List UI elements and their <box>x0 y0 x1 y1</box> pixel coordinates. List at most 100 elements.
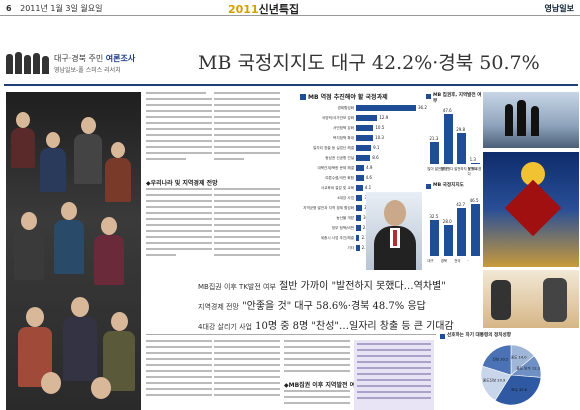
chart3-title: MB 국정지지도 <box>433 183 464 188</box>
article-bottom-col1 <box>146 340 212 410</box>
chart1-bar <box>356 225 361 231</box>
page-number: 6 <box>6 4 12 13</box>
chart1-bar <box>356 115 378 121</box>
chart1-bar <box>356 155 371 161</box>
graphic-illustration-image <box>483 152 579 267</box>
chart1-category-label: 대북관계/북한 문제 해결 <box>317 166 354 170</box>
article-col2-text <box>214 92 280 182</box>
article-col4-text <box>214 188 280 272</box>
subheadline-mb: MB집권 이후 TK발전 여부 절반 가까이 "발전하지 못했다…역차별" <box>198 281 446 292</box>
chart4-title: 선호하는 차기 대통령의 정치성향 <box>447 333 511 338</box>
chart1-value-label: 9.1 <box>373 145 380 150</box>
chart3-category-label: 전국 <box>454 259 461 263</box>
chart2-value-label: 1.3 <box>469 156 476 162</box>
section-heading-economy: ◆우리나라 및 지역경제 전망 <box>146 180 218 187</box>
chart1-bar <box>356 165 365 171</box>
chart1-value-label: 4.6 <box>365 175 372 180</box>
chart1-value-label: 8.6 <box>372 155 379 160</box>
chart1-title: MB 역점 추진해야 할 국정과제 <box>308 94 388 101</box>
chart1-category-label: 정부 정책/비판 <box>331 226 354 230</box>
chart3-value-label: 28.0 <box>442 218 452 224</box>
pie-svg: 중도 14.0 중도 보수 12.3 보수 32.6 중도진보 20.9 진보 20.2 <box>480 344 542 406</box>
chart2-category-label: 잘 모르겠다 <box>467 167 482 176</box>
subheadline-divider <box>146 334 436 335</box>
section-title: 2011신년특집 <box>228 3 300 16</box>
chart3-value-label: 42.7 <box>456 202 466 208</box>
chart1-bar <box>356 205 363 211</box>
chart1-category-label: 국방력/국가안보 강화 <box>321 116 354 120</box>
chart1-category-label: 지역균형 발전과 지역 경제 활성화 <box>303 206 354 210</box>
silhouette-people-image <box>483 92 579 148</box>
chart1-category-label: 세종시 사업 추진/해결 <box>320 236 354 240</box>
chart1-category-label: 서민정책 강화 <box>333 126 354 130</box>
headline: MB 국정지지도 대구 42.2%·경북 50.7% <box>198 52 540 74</box>
chart2-title-marker <box>426 94 431 99</box>
people-silhouettes-icon <box>4 52 52 74</box>
chart2-value-label: 29.8 <box>456 126 466 132</box>
pie-slice-label: 보수 32.6 <box>511 387 527 392</box>
chart2-bar <box>443 114 453 164</box>
article-bottom-col2 <box>214 340 280 410</box>
chart1-value-label: 12.9 <box>379 115 389 120</box>
chart1-category-label: 기타 <box>347 246 354 250</box>
subheadline-region: 지역경제 전망 "안좋을 것" 대구 58.6%·경북 48.7% 응답 <box>198 301 426 312</box>
section-heading-development: ◆MB집권 이후 지역발전 여부 <box>284 382 361 389</box>
chart1-category-label: 4대강 사업 <box>337 196 354 200</box>
pie-slice <box>480 365 512 401</box>
chart-president-preference: 선호하는 차기 대통령의 정치성향 중도 14.0 중도 보수 12.3 보수 32… <box>436 332 580 410</box>
chart3-title-marker <box>426 184 431 189</box>
chart3-bar <box>457 208 467 256</box>
chart3-value-label: 46.5 <box>469 198 479 203</box>
chart1-value-label: 4.1 <box>364 185 372 190</box>
pie-slice-label: 진보 20.2 <box>492 357 508 362</box>
chart1-title-marker <box>300 94 306 100</box>
article-col3-text <box>146 188 212 272</box>
chart-development: MB 집권후, 지역발전 여부 21.3 많이 발전했다 47.6 발전했다 29.8 발… <box>426 92 484 176</box>
chart2-bar <box>430 141 440 164</box>
chart1-value-label: 36.2 <box>418 105 427 110</box>
chart2-title: MB 집권후, 지역발전 여부 <box>433 93 482 104</box>
chart1-bar <box>356 145 372 151</box>
chart1-value-label: 10.3 <box>375 135 384 140</box>
chart2-value-label: 21.3 <box>429 135 439 141</box>
newspaper-logo: 영남일보 <box>544 4 574 13</box>
chart-approval: MB 국정지지도 32.5 대구 28.0 경북 42.7 전국 46.5 - <box>426 182 484 268</box>
page-number-date: 6 2011년 1월 3일 월요일 <box>6 3 102 14</box>
chart1-bar <box>356 235 360 241</box>
headline-divider <box>4 84 578 86</box>
pie-slice <box>481 344 512 376</box>
chart1-category-label: 농산물 개방 <box>336 216 354 220</box>
chart2-category-label: 발전했다 <box>440 167 454 171</box>
survey-label: 대구·경북 주민 여론조사 영남일보-폴 스미스 리서치 <box>4 52 154 78</box>
chart2-category-label: 발전하지 못했다 <box>454 167 478 171</box>
chart3-bar <box>443 224 453 256</box>
subheadline-jobs: 4대강 살리기 사업 10명 중 8명 "찬성"…일자리 창출 등 큰 기대감 <box>198 321 454 332</box>
chart1-value-label: 4.9 <box>366 165 373 170</box>
chart3-category-label: 경북 <box>440 259 448 263</box>
section-year: 2011 <box>228 3 259 16</box>
chart1-category-label: 여론수렴/국민 화합 <box>325 176 354 180</box>
chart1-value-label: 10.5 <box>375 125 385 130</box>
collage-image <box>483 270 579 328</box>
chart4-title-marker <box>440 334 445 339</box>
pie-slice-label: 중도 14.0 <box>511 356 527 360</box>
chart1-bar <box>356 195 363 201</box>
article-intro-text <box>146 92 212 182</box>
chart1-bar <box>356 185 363 191</box>
crowd-photo <box>6 92 141 410</box>
article-bottom-col3b <box>284 390 350 410</box>
chart1-category-label: 동남권 신공항 건설 <box>325 156 354 160</box>
chart1-bar <box>356 135 374 141</box>
chart3-category-label: - <box>467 258 469 262</box>
chart1-value-label: 2.1 <box>361 235 368 240</box>
chart3-category-label: 대구 <box>427 259 434 263</box>
chart1-category-label: 일자리 창출 등 실업난 해결 <box>313 146 354 150</box>
chart1-category-label: 사교육비 절감 및 교육 <box>320 186 354 190</box>
issue-date: 2011년 1월 3일 월요일 <box>20 4 103 13</box>
mb-portrait <box>366 192 422 270</box>
chart2-bar <box>457 132 467 164</box>
chart2-bar <box>470 162 480 164</box>
survey-subtitle: 영남일보-폴 스미스 리서치 <box>54 67 121 74</box>
article-bottom-col4 <box>354 340 434 410</box>
chart3-bar <box>430 219 440 256</box>
